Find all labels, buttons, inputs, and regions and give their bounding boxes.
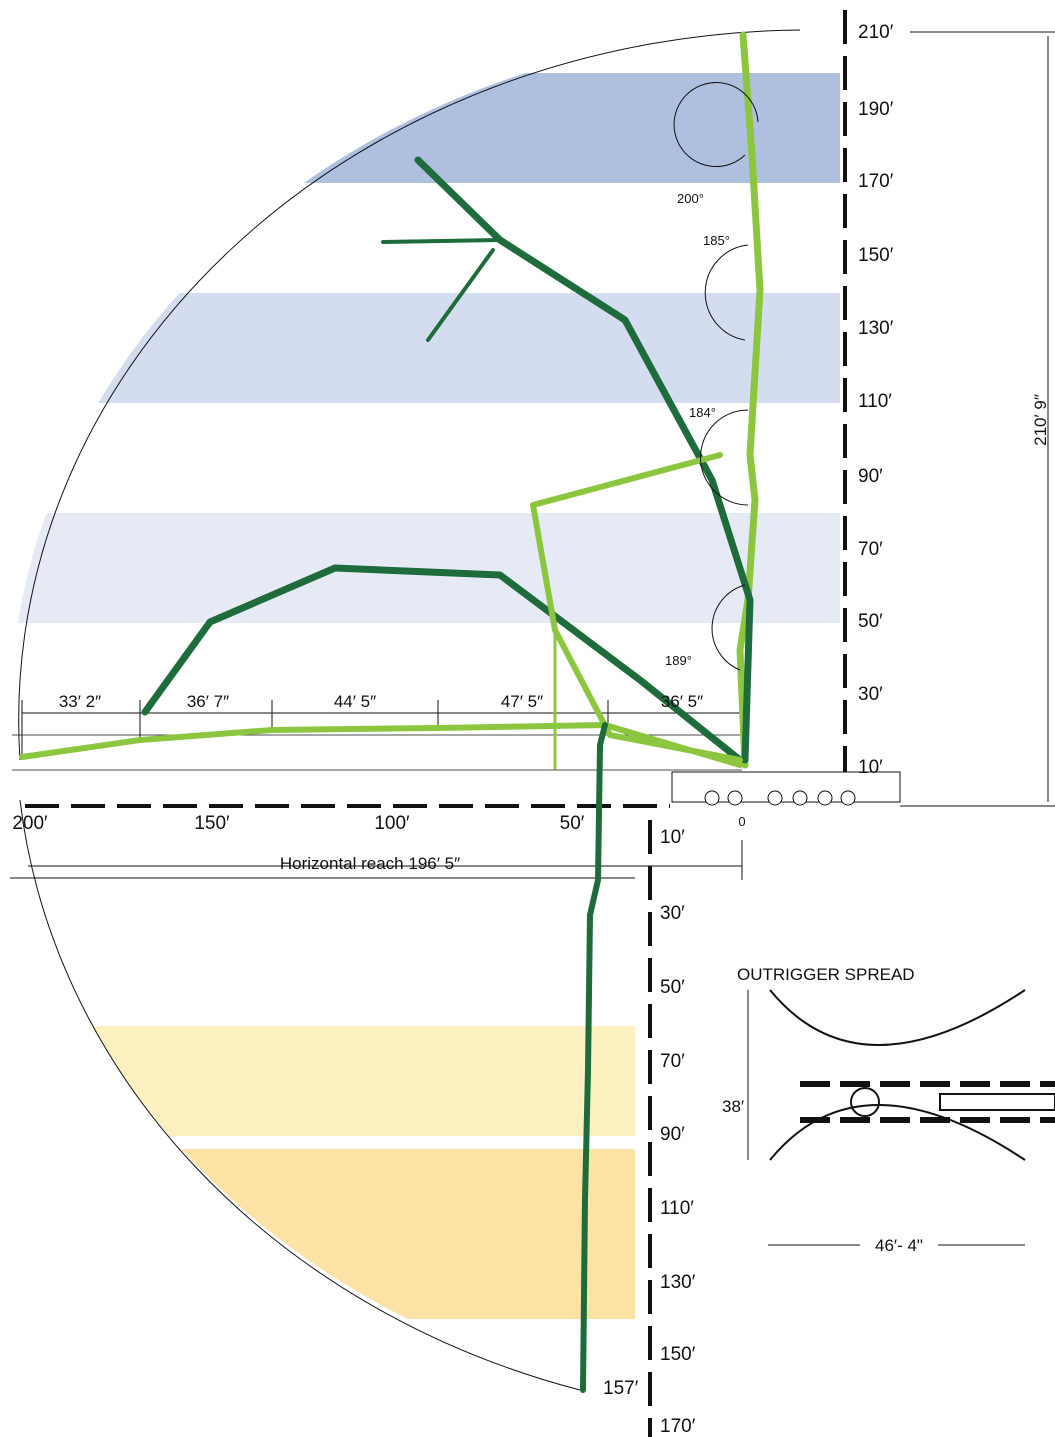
- segment-length: 36′ 5″: [661, 692, 703, 711]
- height-label: 10′: [858, 757, 883, 778]
- depth-label: 150′: [660, 1344, 696, 1365]
- height-label: 90′: [858, 466, 883, 487]
- reach-label: 0: [738, 814, 745, 829]
- height-label: 30′: [858, 684, 883, 705]
- reach-label: 100′: [374, 813, 410, 834]
- segment-length: 36′ 7″: [187, 692, 229, 711]
- height-label: 150′: [858, 245, 894, 266]
- outrigger-title: OUTRIGGER SPREAD: [737, 965, 915, 984]
- height-label: 130′: [858, 318, 894, 339]
- height-label: 190′: [858, 99, 894, 120]
- depth-label: 90′: [660, 1124, 685, 1145]
- depth-label: 30′: [660, 903, 685, 924]
- label-bg: [860, 1234, 938, 1254]
- depth-label: 170′: [660, 1416, 696, 1437]
- booms: [19, 31, 764, 1393]
- reach-arc: [18, 29, 801, 761]
- reach-arc: [19, 799, 581, 1391]
- angle-arcs: [673, 82, 759, 671]
- depth-label: 10′: [660, 827, 685, 848]
- reach-label: 150′: [194, 813, 230, 834]
- fold-angle: 185°: [703, 233, 730, 248]
- depth-label: 70′: [660, 1051, 685, 1072]
- outrigger-width: 38′: [722, 1097, 744, 1116]
- horizontal-reach: Horizontal reach 196′ 5″: [280, 854, 460, 873]
- depth-label: 130′: [660, 1272, 696, 1293]
- outrigger-drawing: [747, 989, 1055, 1246]
- height-label: 50′: [858, 611, 883, 632]
- height-bands: [10, 73, 840, 1319]
- depth-label: 110′: [660, 1198, 694, 1219]
- reach-label: 50′: [560, 813, 585, 834]
- height-label: 110′: [858, 391, 892, 412]
- depth-label: 50′: [660, 977, 685, 998]
- height-label: 170′: [858, 171, 894, 192]
- fold-angle: 200°: [677, 191, 704, 206]
- fold-angle: 184°: [689, 405, 716, 420]
- total-height: 210′ 9″: [1031, 394, 1050, 446]
- fold-angle: 189°: [665, 653, 692, 668]
- reach-label: 200′: [12, 813, 48, 834]
- outrigger-length: 46′- 4": [875, 1236, 923, 1255]
- segment-length: 44′ 5″: [334, 692, 376, 711]
- depth-mark: 157′: [603, 1378, 639, 1399]
- segment-length: 47′ 5″: [501, 692, 543, 711]
- height-label: 70′: [858, 539, 883, 560]
- segment-length: 33′ 2″: [59, 692, 101, 711]
- truck: [671, 771, 901, 806]
- height-label: 210′: [858, 22, 894, 43]
